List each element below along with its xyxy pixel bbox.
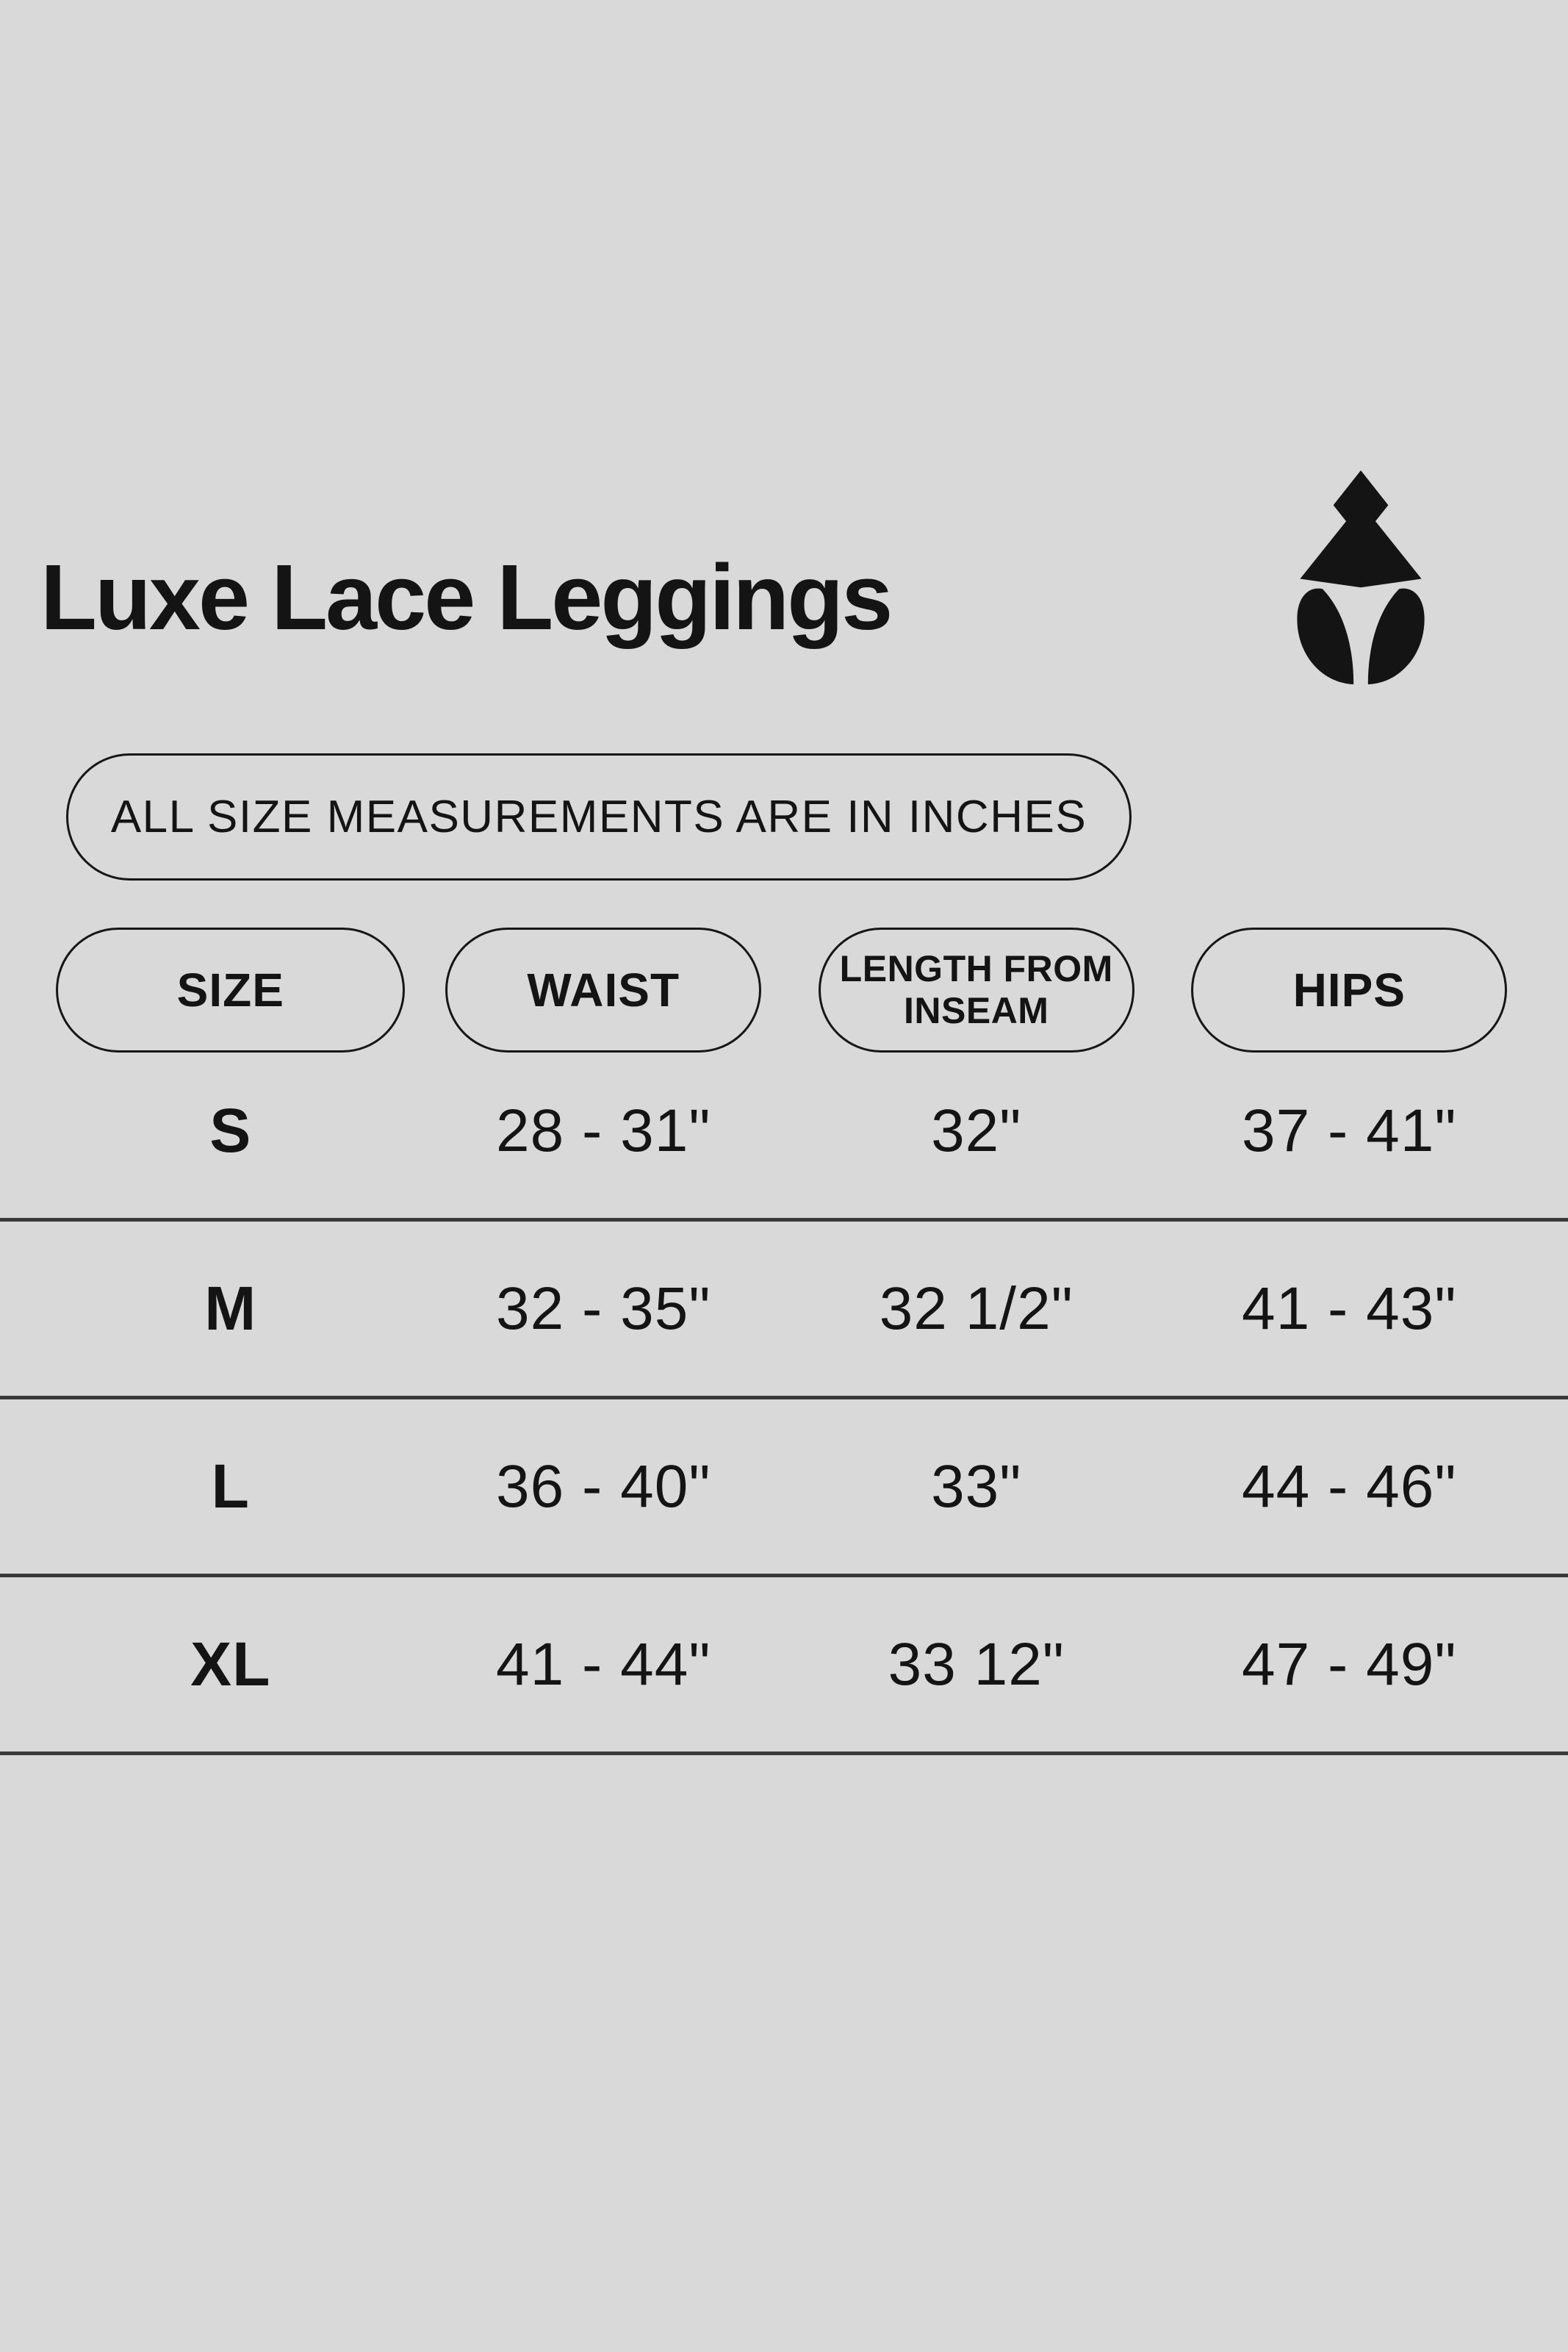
column-header-length-label: LENGTH FROM INSEAM (839, 947, 1113, 1032)
table-row-m: M 32 - 35" 32 1/2" 41 - 43" (0, 1222, 1568, 1399)
cell-size: XL (190, 1629, 271, 1699)
units-banner-pill: ALL SIZE MEASUREMENTS ARE IN INCHES (66, 753, 1132, 881)
header-cell-waist: WAIST (417, 928, 791, 1053)
cell-hips: 47 - 49" (1242, 1630, 1457, 1698)
table-header-row: SIZE WAIST LENGTH FROM INSEAM HIPS (44, 928, 1536, 1053)
units-banner-label: ALL SIZE MEASUREMENTS ARE IN INCHES (110, 792, 1087, 842)
cell-length-from-inseam: 32" (931, 1097, 1022, 1164)
cell-length-from-inseam: 32 1/2" (879, 1274, 1073, 1342)
table-row-l: L 36 - 40" 33" 44 - 46" (0, 1399, 1568, 1577)
header-cell-length: LENGTH FROM INSEAM (790, 928, 1163, 1053)
table-row-s: S 28 - 31" 32" 37 - 41" (0, 1044, 1568, 1222)
cell-size: L (211, 1452, 250, 1521)
cell-waist: 36 - 40" (496, 1452, 711, 1520)
column-header-waist-label: WAIST (527, 964, 680, 1017)
cell-length-from-inseam: 33" (931, 1452, 1022, 1520)
cell-hips: 44 - 46" (1242, 1452, 1457, 1520)
cell-waist: 32 - 35" (496, 1274, 711, 1342)
column-header-size-label: SIZE (176, 964, 284, 1017)
cell-waist: 28 - 31" (496, 1097, 711, 1164)
column-header-length-from-inseam: LENGTH FROM INSEAM (818, 928, 1134, 1053)
cell-size: S (209, 1096, 252, 1165)
table-row-xl: XL 41 - 44" 33 12" 47 - 49" (0, 1577, 1568, 1755)
lotus-logo-icon (1287, 470, 1434, 687)
column-header-hips: HIPS (1191, 928, 1508, 1053)
cell-hips: 37 - 41" (1242, 1097, 1457, 1164)
cell-size: M (204, 1274, 257, 1343)
size-table-body: S 28 - 31" 32" 37 - 41" M 32 - 35" 32 1/… (0, 1044, 1568, 1755)
page-title: Luxe Lace Leggings (40, 545, 893, 649)
column-header-waist: WAIST (445, 928, 762, 1053)
header-cell-size: SIZE (44, 928, 417, 1053)
cell-length-from-inseam: 33 12" (888, 1630, 1065, 1698)
column-header-hips-label: HIPS (1292, 964, 1406, 1017)
cell-waist: 41 - 44" (496, 1630, 711, 1698)
column-header-size: SIZE (56, 928, 406, 1053)
header-cell-hips: HIPS (1163, 928, 1536, 1053)
cell-hips: 41 - 43" (1242, 1274, 1457, 1342)
